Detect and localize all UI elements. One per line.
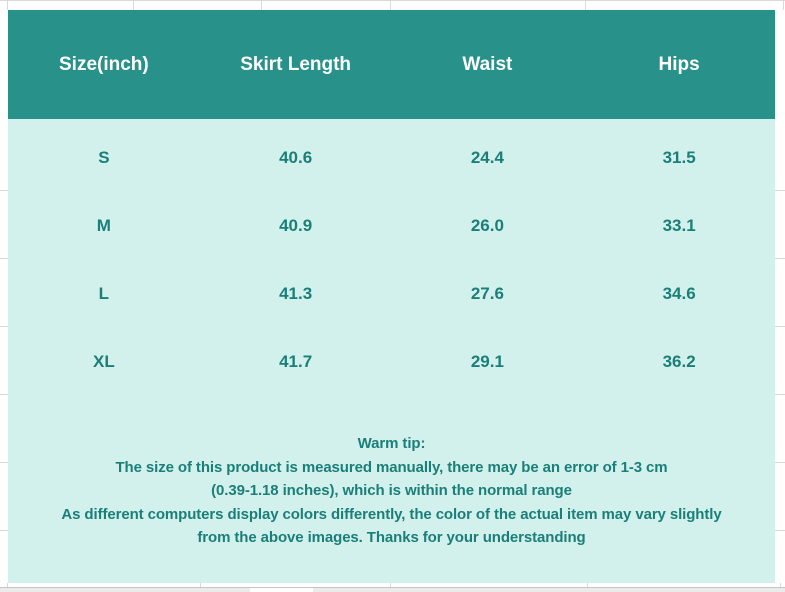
table-row: S 40.6 24.4 31.5 bbox=[8, 124, 775, 192]
gridline bbox=[783, 0, 784, 10]
gridline bbox=[133, 0, 134, 10]
warm-tip-line: As different computers display colors di… bbox=[61, 505, 722, 523]
gridline bbox=[261, 0, 262, 10]
gridline bbox=[775, 258, 785, 259]
gridline bbox=[390, 0, 391, 10]
gridline bbox=[0, 394, 8, 395]
gridline bbox=[780, 583, 781, 588]
size-table-rows: S 40.6 24.4 31.5 M 40.9 26.0 33.1 L 41.3 27.6 34.6 X… bbox=[8, 124, 775, 396]
warm-tip-line: The size of this product is measured man… bbox=[115, 458, 668, 476]
table-cell: 41.3 bbox=[279, 284, 313, 303]
warm-tip-line: from the above images. Thanks for your u… bbox=[197, 529, 586, 546]
gridline bbox=[0, 258, 8, 259]
column-header: Waist bbox=[462, 53, 513, 75]
table-row: XL 41.7 29.1 36.2 bbox=[8, 328, 775, 396]
gridline bbox=[0, 587, 785, 588]
next-row-strip bbox=[0, 588, 785, 592]
table-cell: S bbox=[98, 148, 110, 167]
column-header: Hips bbox=[658, 53, 700, 75]
table-cell: 41.7 bbox=[279, 352, 313, 371]
size-chart-image: Size(inch) Skirt Length Waist Hips S 40.6 24.… bbox=[8, 10, 775, 583]
gridline bbox=[0, 530, 8, 531]
gridline bbox=[775, 326, 785, 327]
table-cell: 34.6 bbox=[662, 284, 696, 303]
table-cell: 40.6 bbox=[279, 148, 313, 167]
gridline bbox=[775, 530, 785, 531]
table-cell: 26.0 bbox=[470, 216, 504, 235]
gridline bbox=[0, 190, 8, 191]
gridline bbox=[390, 583, 391, 588]
gridline bbox=[775, 462, 785, 463]
table-cell: 29.1 bbox=[470, 352, 504, 371]
table-cell: L bbox=[98, 284, 110, 303]
column-header: Skirt Length bbox=[240, 53, 352, 75]
table-row: M 40.9 26.0 33.1 bbox=[8, 192, 775, 260]
table-row: L 41.3 27.6 34.6 bbox=[8, 260, 775, 328]
table-cell: 27.6 bbox=[470, 284, 504, 303]
gridline bbox=[0, 462, 8, 463]
table-cell: XL bbox=[93, 352, 115, 371]
warm-tip-line: (0.39-1.18 inches), which is within the … bbox=[211, 482, 572, 499]
warm-tip: Warm tip: The size of this product is mea… bbox=[8, 432, 775, 550]
gridline bbox=[0, 326, 8, 327]
table-cell: 31.5 bbox=[662, 148, 696, 167]
table-cell: M bbox=[96, 216, 111, 235]
warm-tip-line: Warm tip: bbox=[357, 435, 426, 452]
gridline bbox=[775, 190, 785, 191]
gridline bbox=[0, 0, 785, 1]
gridline bbox=[7, 583, 8, 588]
next-row-cell bbox=[250, 588, 313, 592]
table-cell: 33.1 bbox=[662, 216, 696, 235]
gridline bbox=[585, 0, 586, 10]
gridline bbox=[200, 583, 201, 588]
table-cell: 24.4 bbox=[470, 148, 504, 167]
table-cell: 40.9 bbox=[279, 216, 313, 235]
gridline bbox=[587, 583, 588, 588]
gridline bbox=[775, 394, 785, 395]
table-cell: 36.2 bbox=[662, 352, 696, 371]
column-header: Size(inch) bbox=[59, 53, 149, 75]
size-table-header: Size(inch) Skirt Length Waist Hips bbox=[8, 10, 775, 119]
gridline bbox=[7, 0, 8, 10]
